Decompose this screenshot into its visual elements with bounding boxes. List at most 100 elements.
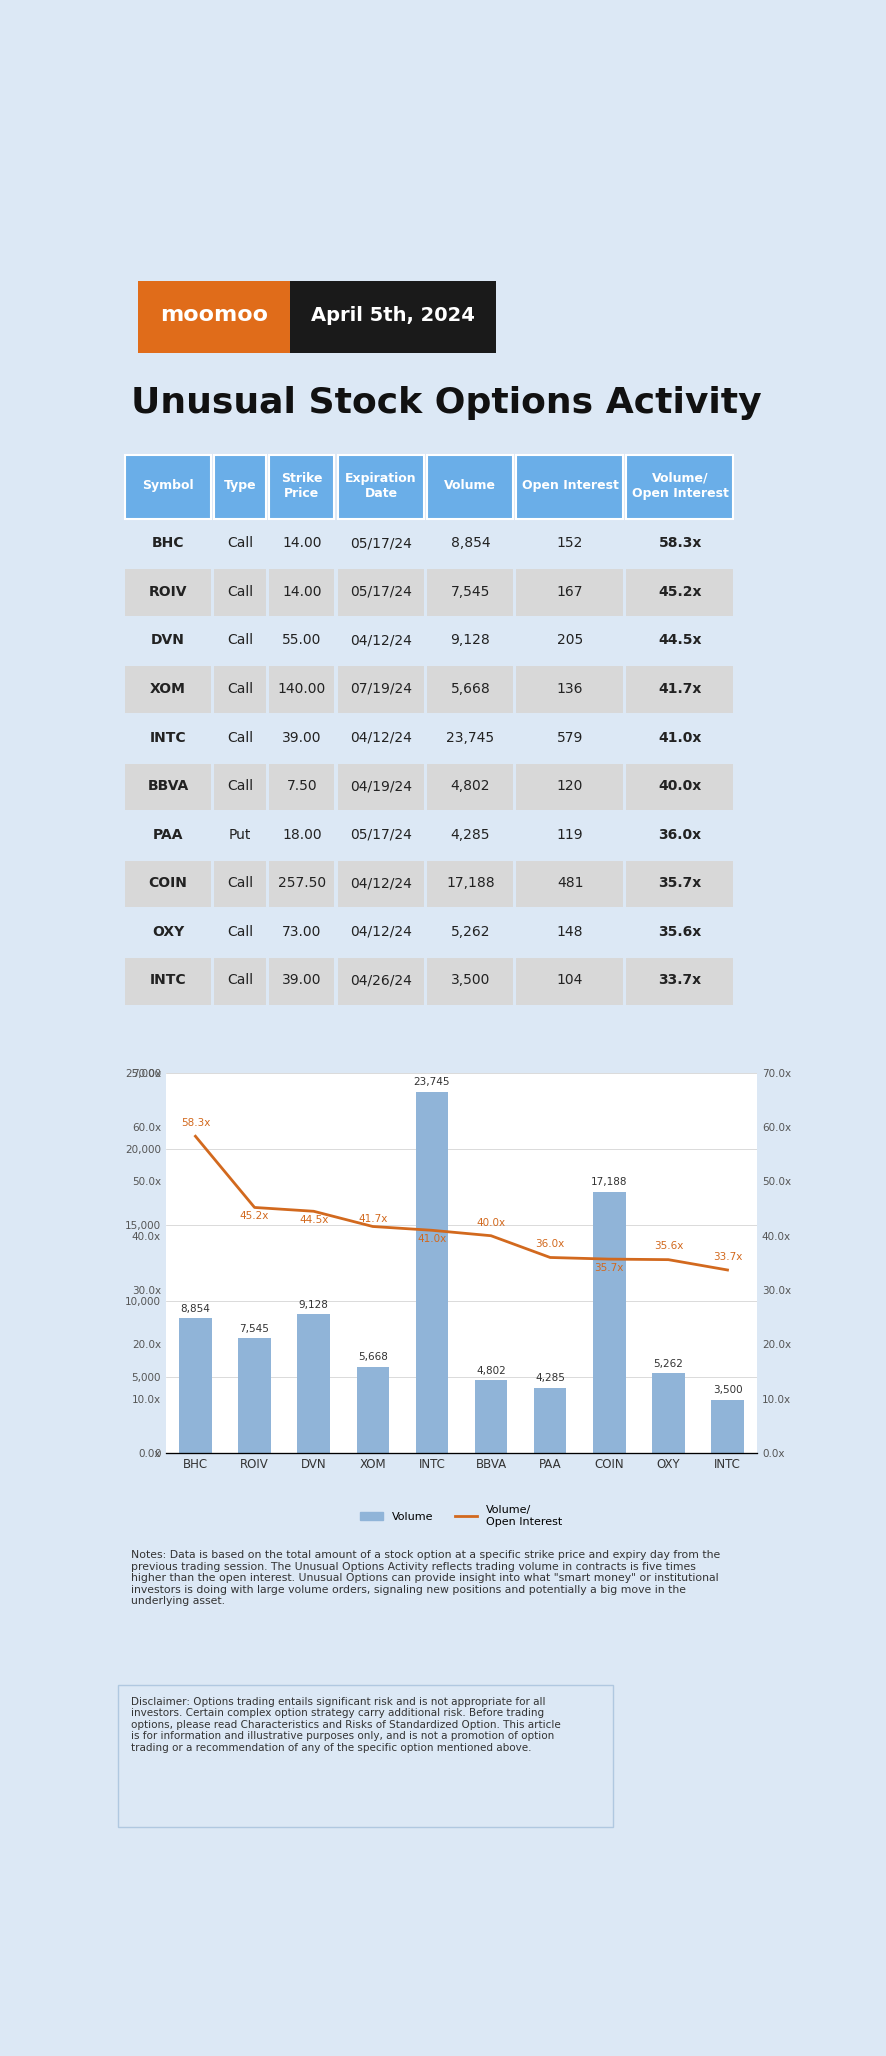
FancyBboxPatch shape: [516, 666, 622, 713]
Text: 4,285: 4,285: [450, 829, 490, 841]
Text: 257.50: 257.50: [277, 876, 326, 890]
Text: 18.00: 18.00: [282, 829, 322, 841]
Text: Call: Call: [227, 633, 253, 648]
Text: 35.6x: 35.6x: [657, 925, 701, 940]
Text: 167: 167: [556, 584, 583, 598]
FancyBboxPatch shape: [626, 454, 732, 518]
Text: Unusual Stock Options Activity: Unusual Stock Options Activity: [131, 387, 761, 419]
Text: 33.7x: 33.7x: [657, 972, 701, 987]
Text: 05/17/24: 05/17/24: [350, 537, 411, 551]
FancyBboxPatch shape: [214, 454, 265, 518]
Text: 04/12/24: 04/12/24: [350, 633, 411, 648]
Text: 9,128: 9,128: [450, 633, 490, 648]
Text: BHC: BHC: [152, 537, 184, 551]
FancyBboxPatch shape: [626, 570, 732, 617]
Text: OXY: OXY: [152, 925, 184, 940]
Text: 136: 136: [556, 683, 583, 697]
Text: 14.00: 14.00: [282, 537, 322, 551]
Text: XOM: XOM: [150, 683, 186, 697]
FancyBboxPatch shape: [268, 666, 334, 713]
Text: moomoo: moomoo: [159, 304, 268, 325]
Text: Call: Call: [227, 779, 253, 794]
Text: April 5th, 2024: April 5th, 2024: [310, 306, 474, 325]
Text: Call: Call: [227, 876, 253, 890]
FancyBboxPatch shape: [268, 763, 334, 810]
Text: 33.7x: 33.7x: [712, 1252, 742, 1262]
FancyBboxPatch shape: [427, 454, 512, 518]
FancyBboxPatch shape: [268, 454, 334, 518]
Text: Call: Call: [227, 925, 253, 940]
Text: 07/19/24: 07/19/24: [350, 683, 412, 697]
Text: INTC: INTC: [150, 972, 186, 987]
Text: 36.0x: 36.0x: [657, 829, 701, 841]
FancyBboxPatch shape: [516, 570, 622, 617]
Text: 152: 152: [556, 537, 583, 551]
FancyBboxPatch shape: [124, 958, 210, 1005]
FancyBboxPatch shape: [214, 958, 265, 1005]
FancyBboxPatch shape: [338, 570, 424, 617]
Text: 3,500: 3,500: [450, 972, 490, 987]
FancyBboxPatch shape: [118, 1684, 612, 1828]
FancyBboxPatch shape: [516, 763, 622, 810]
Text: 05/17/24: 05/17/24: [350, 584, 411, 598]
FancyBboxPatch shape: [516, 861, 622, 907]
Text: 40.0x: 40.0x: [657, 779, 701, 794]
Text: ROIV: ROIV: [149, 584, 187, 598]
FancyBboxPatch shape: [214, 861, 265, 907]
Text: 05/17/24: 05/17/24: [350, 829, 411, 841]
FancyBboxPatch shape: [268, 861, 334, 907]
Text: Call: Call: [227, 537, 253, 551]
Text: 39.00: 39.00: [282, 972, 322, 987]
FancyBboxPatch shape: [290, 282, 495, 354]
Text: 39.00: 39.00: [282, 730, 322, 744]
Text: Call: Call: [227, 972, 253, 987]
Text: 7,545: 7,545: [450, 584, 490, 598]
FancyBboxPatch shape: [427, 570, 512, 617]
FancyBboxPatch shape: [516, 454, 622, 518]
FancyBboxPatch shape: [427, 958, 512, 1005]
FancyBboxPatch shape: [427, 861, 512, 907]
Text: 04/12/24: 04/12/24: [350, 925, 411, 940]
FancyBboxPatch shape: [268, 958, 334, 1005]
Text: 04/19/24: 04/19/24: [350, 779, 412, 794]
Text: 104: 104: [556, 972, 583, 987]
Text: Open Interest: Open Interest: [521, 479, 618, 491]
FancyBboxPatch shape: [338, 763, 424, 810]
Text: 35.7x: 35.7x: [657, 876, 701, 890]
Text: Type: Type: [223, 479, 256, 491]
FancyBboxPatch shape: [626, 763, 732, 810]
Text: 44.5x: 44.5x: [299, 1215, 328, 1225]
Text: Strike
Price: Strike Price: [281, 471, 323, 500]
Text: PAA: PAA: [152, 829, 183, 841]
Text: 40.0x: 40.0x: [476, 1217, 505, 1227]
Text: 579: 579: [556, 730, 583, 744]
FancyBboxPatch shape: [338, 454, 424, 518]
Text: 23,745: 23,745: [446, 730, 494, 744]
Text: INTC: INTC: [150, 730, 186, 744]
FancyBboxPatch shape: [427, 666, 512, 713]
FancyBboxPatch shape: [338, 958, 424, 1005]
Text: 140.00: 140.00: [277, 683, 326, 697]
Text: 120: 120: [556, 779, 583, 794]
Text: 55.00: 55.00: [282, 633, 322, 648]
FancyBboxPatch shape: [124, 666, 210, 713]
FancyBboxPatch shape: [268, 570, 334, 617]
Text: 41.7x: 41.7x: [358, 1213, 387, 1223]
Text: Disclaimer: Options trading entails significant risk and is not appropriate for : Disclaimer: Options trading entails sign…: [131, 1696, 561, 1754]
Text: 35.6x: 35.6x: [653, 1242, 682, 1252]
Text: Expiration
Date: Expiration Date: [345, 471, 416, 500]
FancyBboxPatch shape: [214, 763, 265, 810]
Text: 04/12/24: 04/12/24: [350, 876, 411, 890]
FancyBboxPatch shape: [626, 666, 732, 713]
Text: 148: 148: [556, 925, 583, 940]
FancyBboxPatch shape: [626, 958, 732, 1005]
FancyBboxPatch shape: [124, 861, 210, 907]
Text: 41.0x: 41.0x: [657, 730, 701, 744]
FancyBboxPatch shape: [124, 570, 210, 617]
Text: 17,188: 17,188: [446, 876, 494, 890]
FancyBboxPatch shape: [214, 666, 265, 713]
Text: 481: 481: [556, 876, 583, 890]
Text: 58.3x: 58.3x: [181, 1118, 210, 1129]
Text: 119: 119: [556, 829, 583, 841]
Text: 205: 205: [556, 633, 582, 648]
